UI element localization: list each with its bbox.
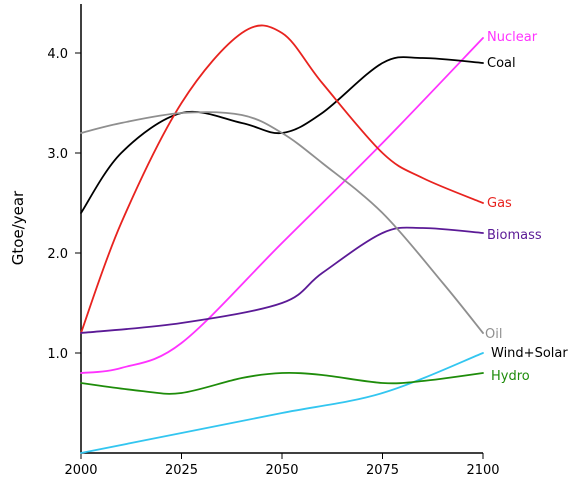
series-labels: Nuclear Coal Gas Biomass Oil Wind+Solar Hydro: [485, 30, 568, 384]
series-line-coal: [80, 56, 484, 214]
series-label-coal: Coal: [487, 56, 516, 71]
x-tick-label: 2050: [265, 463, 298, 478]
y-axis-title: Gtoe/year: [9, 190, 27, 265]
x-tick-label: 2075: [366, 463, 399, 478]
series-label-wind-solar: Wind+Solar: [491, 346, 568, 361]
y-tick-label: 1.0: [47, 347, 68, 362]
y-tick-label: 4.0: [47, 47, 68, 62]
series-label-biomass: Biomass: [487, 228, 542, 243]
series-line-oil: [80, 111, 484, 334]
series-line-hydro: [80, 371, 484, 395]
series-line-wind-solar: [80, 352, 484, 454]
series-line-gas: [80, 24, 484, 334]
x-tick-label: 2025: [165, 463, 198, 478]
series-label-nuclear: Nuclear: [487, 30, 538, 45]
series-label-gas: Gas: [487, 196, 512, 211]
x-tick-label: 2100: [466, 463, 499, 478]
series-label-oil: Oil: [485, 327, 502, 342]
series-group: [80, 24, 484, 454]
series-label-hydro: Hydro: [491, 369, 530, 384]
ticks: 2000 2025 2050 2075 2100 1.0 2.0 3.0 4.0: [47, 47, 499, 478]
series-line-nuclear: [80, 37, 484, 374]
x-tick-label: 2000: [64, 463, 97, 478]
y-tick-label: 2.0: [47, 247, 68, 262]
y-tick-label: 3.0: [47, 147, 68, 162]
series-line-biomass: [80, 226, 484, 334]
